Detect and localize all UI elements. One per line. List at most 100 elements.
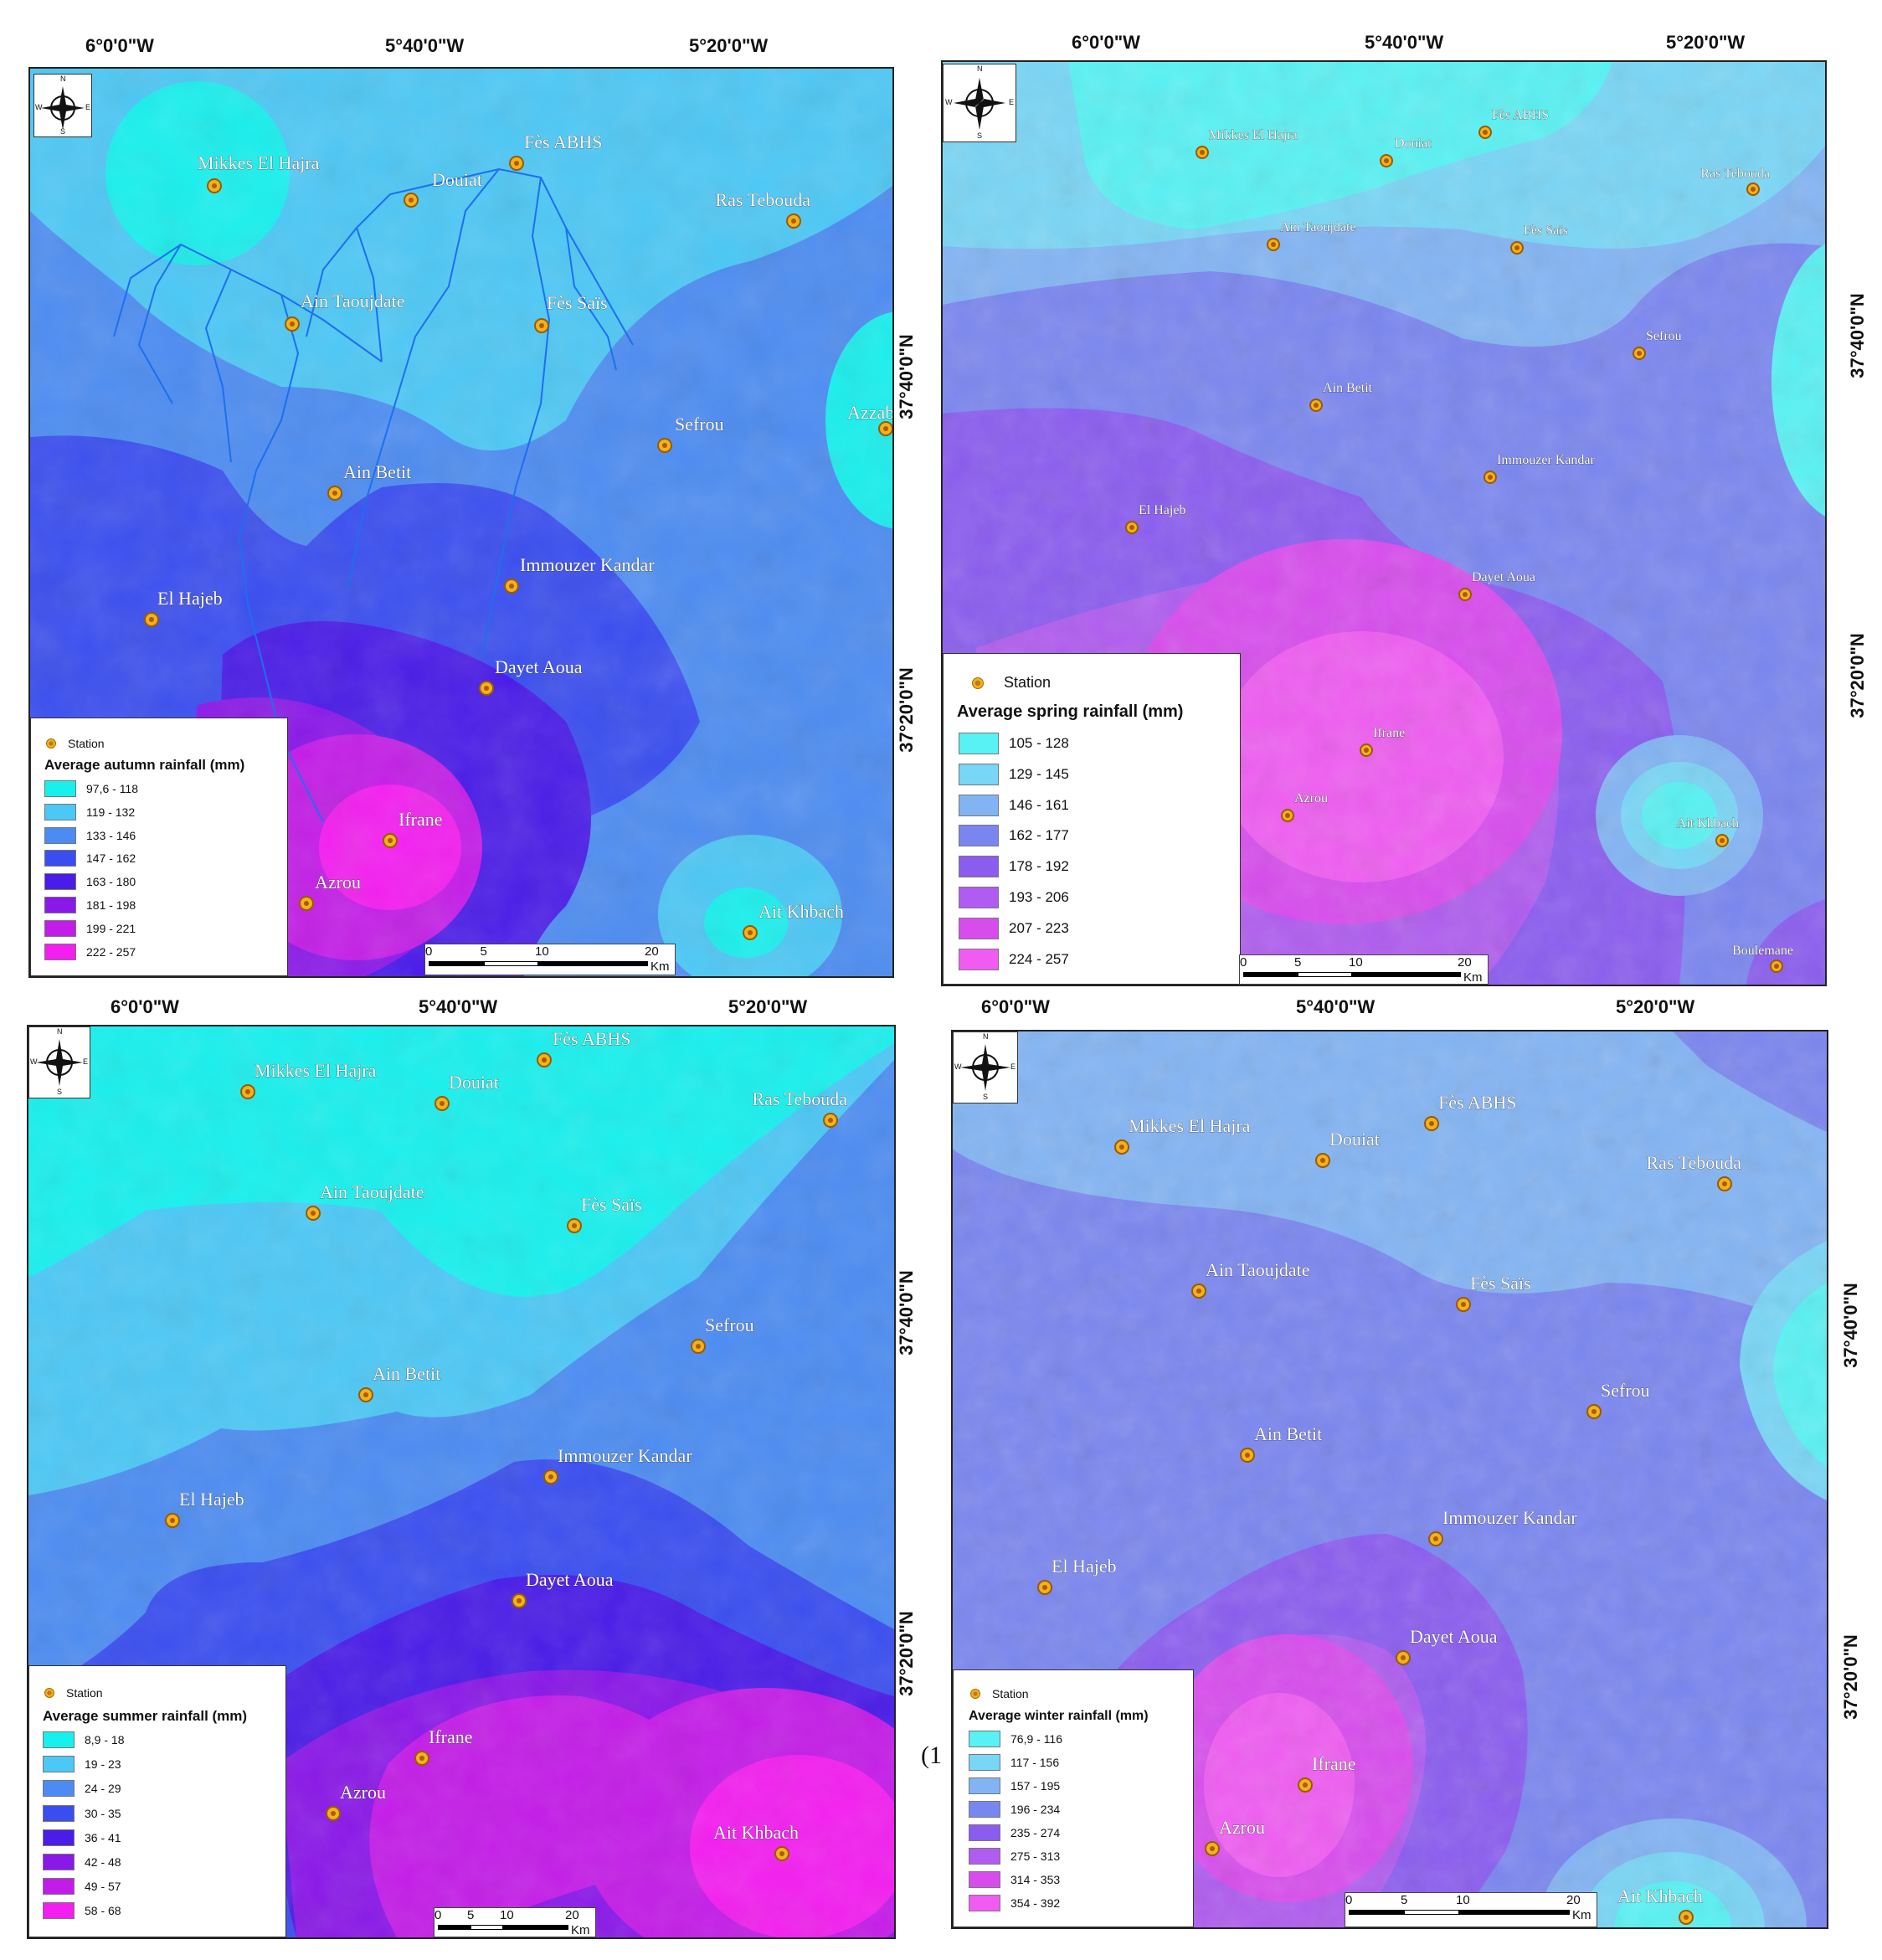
station-marker-center [1196, 1289, 1201, 1294]
station-label: Ifrane [1373, 726, 1405, 740]
station-label: Ain Betit [373, 1363, 440, 1384]
station-marker-center [1488, 475, 1493, 480]
legend-swatch [44, 780, 76, 797]
scale-tick-label: 20 [565, 1908, 579, 1922]
legend-class-row: 36 - 41 [43, 1829, 121, 1846]
legend-swatch [959, 794, 999, 816]
legend-autumn: Station Average autumn rainfall (mm) 97,… [30, 718, 288, 976]
legend-class-label: 30 - 35 [85, 1806, 121, 1820]
legend-station-entry: Station [972, 674, 1051, 692]
station-label: Ras Tebouda [752, 1088, 847, 1109]
legend-class-row: 199 - 221 [44, 919, 136, 937]
station-symbol-icon [44, 1688, 54, 1698]
legend-class-label: 117 - 156 [1010, 1756, 1060, 1769]
legend-class-label: 105 - 128 [1009, 735, 1069, 751]
station-label: Ain Taoujdate [1280, 220, 1356, 234]
station-label: Ait Khbach [1677, 816, 1739, 831]
station-label: Fès ABHS [1438, 1092, 1517, 1113]
legend-class-label: 133 - 146 [86, 828, 136, 842]
legend-swatch [44, 826, 76, 844]
station-marker-center [517, 1598, 522, 1603]
legend-class-row: 235 - 274 [969, 1824, 1060, 1841]
legend-swatch [969, 1895, 1000, 1911]
legend-class-label: 181 - 198 [86, 898, 136, 912]
station-label: Dayet Aoua [1472, 570, 1535, 584]
legend-title: Average summer rainfall (mm) [43, 1708, 248, 1724]
lon-label: 6°0'0"W [1072, 32, 1140, 53]
legend-class-label: 147 - 162 [86, 851, 136, 866]
station-label: Ain Betit [1254, 1423, 1322, 1444]
legend-station-label: Station [1004, 674, 1052, 691]
legend-title: Average winter rainfall (mm) [969, 1709, 1149, 1723]
station-label: Douiat [1395, 136, 1432, 151]
station-marker-center [514, 161, 519, 166]
legend-class-label: 354 - 392 [1010, 1896, 1061, 1910]
compass-w: W [35, 103, 43, 111]
legend-swatch [959, 733, 999, 754]
legend-class-label: 222 - 257 [86, 944, 136, 959]
legend-swatch [44, 897, 76, 913]
legend-class-label: 129 - 145 [1009, 765, 1069, 782]
station-label: Sefrou [675, 414, 724, 435]
station-label: Azrou [315, 872, 361, 893]
legend-class-row: 117 - 156 [969, 1754, 1059, 1771]
lon-label: 5°20'0"W [689, 35, 769, 56]
compass-s: S [983, 1093, 989, 1101]
station-marker-center [1245, 1453, 1250, 1458]
legend-class-label: 8,9 - 18 [85, 1733, 125, 1747]
station-label: Ain Taoujdate [1206, 1259, 1310, 1280]
legend-swatch [969, 1777, 1000, 1794]
lat-label: 37°40'0"N [895, 1270, 917, 1356]
station-label: Azrou [1219, 1817, 1265, 1838]
station-label: Ain Betit [343, 461, 411, 482]
station-label: Dayet Aoua [526, 1569, 614, 1590]
station-marker-center [779, 1851, 784, 1856]
scale-segment [1243, 972, 1298, 977]
station-marker-center [1042, 1585, 1047, 1590]
compass-w: W [954, 1062, 962, 1071]
station-label: Fès ABHS [524, 131, 603, 152]
legend-swatch [959, 825, 999, 847]
legend-swatch [43, 1804, 75, 1822]
scale-tick-label: 10 [1456, 1893, 1470, 1907]
legend-swatch [44, 943, 76, 960]
station-marker-center [484, 686, 489, 691]
compass-e: E [83, 1057, 89, 1066]
scale-segment [538, 961, 648, 966]
station-marker-center [1200, 150, 1205, 155]
station-marker-center [419, 1756, 424, 1761]
compass-e: E [85, 103, 91, 111]
station-label: Ifrane [399, 809, 443, 830]
compass-n: N [983, 1032, 989, 1041]
scale-unit: Km [650, 959, 670, 974]
compass-n: N [57, 1027, 63, 1036]
legend-swatch [959, 887, 999, 908]
legend-swatch [43, 1731, 75, 1748]
lat-label: 37°40'0"N [1846, 293, 1868, 378]
legend-swatch [959, 948, 999, 970]
side-mark: (1 [921, 1741, 942, 1769]
scale-segment [438, 1925, 470, 1930]
legend-swatch [44, 873, 76, 891]
legend-station-entry: Station [44, 1686, 103, 1700]
legend-class-label: 275 - 313 [1010, 1849, 1061, 1863]
legend-class-row: 105 - 128 [959, 733, 1069, 754]
legend-class-label: 199 - 221 [86, 921, 136, 935]
scale-tick-label: 5 [1294, 955, 1302, 970]
legend-station-label: Station [68, 737, 105, 750]
scale-unit: Km [571, 1923, 590, 1937]
station-marker-center [662, 443, 667, 448]
station-marker-center [1384, 158, 1389, 163]
station-marker-center [440, 1101, 445, 1106]
legend-class-label: 36 - 41 [85, 1830, 121, 1844]
station-label: Boulemane [1732, 944, 1793, 958]
lon-label: 6°0'0"W [981, 996, 1050, 1017]
lat-label: 37°40'0"N [895, 334, 917, 419]
station-marker-center [748, 930, 753, 935]
compass-rose-icon [36, 1039, 83, 1086]
lon-label: 5°40'0"W [1365, 32, 1444, 53]
legend-class-row: 146 - 161 [959, 794, 1069, 816]
station-label: Mikkes El Hajra [198, 152, 320, 173]
station-label: Ifrane [429, 1726, 473, 1747]
station-marker-center [1774, 964, 1779, 969]
